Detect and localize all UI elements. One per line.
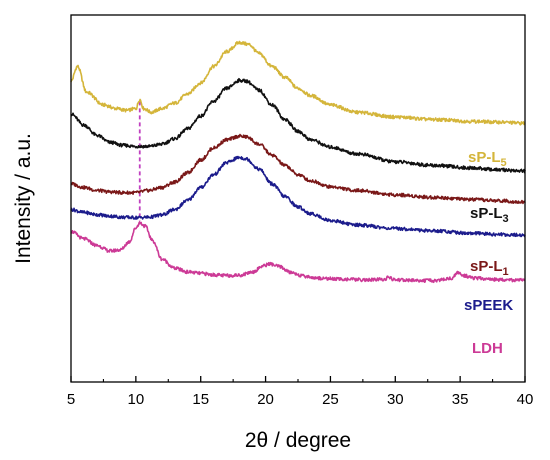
x-tick-label: 5 (67, 391, 75, 408)
series-label-4: LDH (472, 340, 503, 357)
series-label-2: sP-L1 (470, 258, 509, 278)
x-tick-label: 25 (322, 391, 339, 408)
series-line-3 (70, 155, 526, 238)
x-tick-label: 40 (517, 391, 534, 408)
series-line-2 (70, 133, 526, 205)
series-label-1: sP-L3 (470, 205, 509, 225)
x-tick-label: 30 (387, 391, 404, 408)
series-label-3: sPEEK (464, 297, 513, 314)
series-line-1 (70, 77, 526, 174)
x-tick-label: 15 (192, 391, 209, 408)
series-line-0 (70, 40, 526, 126)
y-axis-title: Intensity / a.u. (12, 133, 35, 264)
series-label-0: sP-L5 (468, 149, 507, 169)
x-tick-label: 20 (257, 391, 274, 408)
x-axis-title: 2θ / degree (245, 429, 351, 452)
series-labels: sP-L5 sP-L3 sP-L1 sPEEK LDH (464, 149, 513, 357)
x-tick-label: 35 (452, 391, 469, 408)
plot-area (70, 40, 526, 284)
axes: 5 10 15 20 25 30 35 40 (67, 14, 534, 408)
series-line-4 (70, 221, 526, 284)
x-tick-label: 10 (128, 391, 145, 408)
